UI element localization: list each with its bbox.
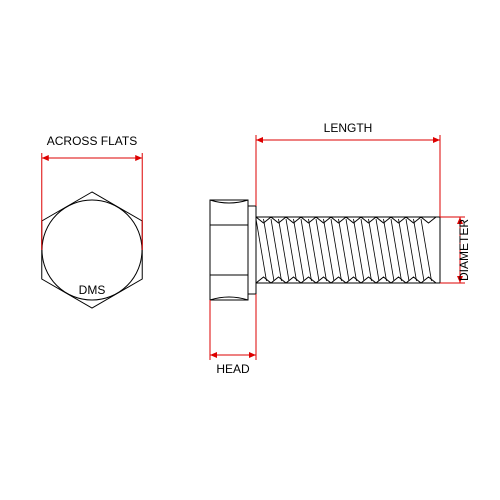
arrowhead [256, 137, 263, 143]
arrowhead [433, 137, 440, 143]
arrowhead [135, 155, 142, 161]
head-label: HEAD [216, 362, 250, 376]
across-flats-label: ACROSS FLATS [47, 134, 137, 148]
thread-crest-bot [256, 277, 436, 283]
dms-label: DMS [79, 283, 106, 297]
arrowhead [249, 352, 256, 358]
flange [248, 206, 256, 294]
arrowhead [42, 155, 49, 161]
bolt-head-side [210, 200, 248, 300]
length-label: LENGTH [324, 121, 373, 135]
diameter-label: DIAMETER [457, 219, 471, 281]
arrowhead [210, 352, 217, 358]
